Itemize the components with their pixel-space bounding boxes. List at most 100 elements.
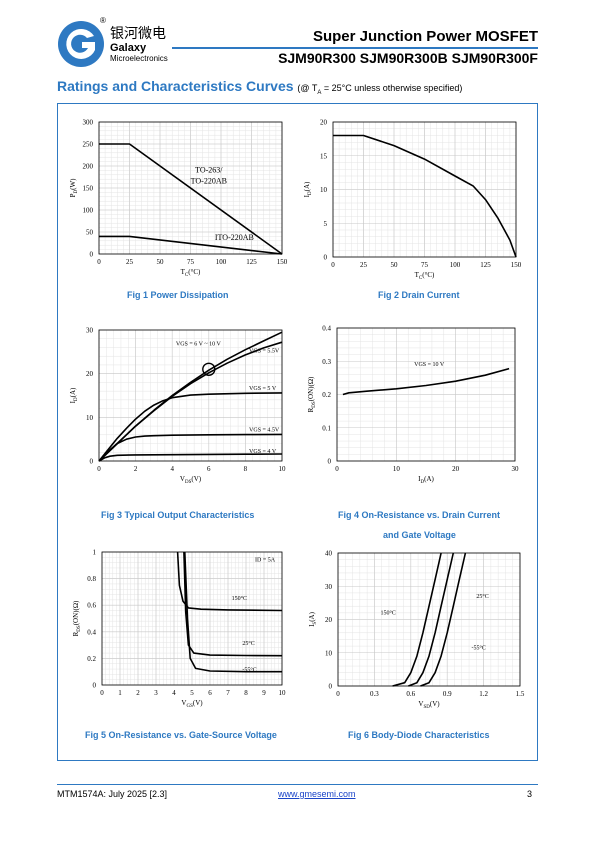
y-tick-label: 30: [325, 583, 333, 591]
x-tick-label: 8: [244, 689, 248, 697]
x-tick-label: 25: [360, 261, 368, 269]
y-tick-label: 0.8: [87, 575, 96, 583]
y-axis-label: RDS(ON)(Ω): [307, 376, 317, 412]
section-title-text: Ratings and Characteristics Curves: [57, 78, 294, 94]
x-axis-label: VSD(V): [418, 700, 440, 710]
series-line: [392, 552, 442, 687]
document-id: MTM1574A: July 2025 [2.3]: [57, 789, 168, 799]
plot-area: [336, 327, 516, 462]
annotation-label: -55°C: [242, 667, 256, 674]
section-title: Ratings and Characteristics Curves (@ TA…: [57, 78, 462, 96]
brand-subtitle: Microelectronics: [110, 54, 168, 63]
plot-area: [337, 552, 521, 687]
x-tick-label: 25: [126, 258, 134, 266]
series-line: [176, 551, 283, 612]
x-tick-label: 20: [452, 465, 460, 473]
x-tick-label: 150: [511, 261, 522, 269]
y-tick-label: 0: [93, 682, 97, 690]
section-condition: (@ TA = 25°C unless otherwise specified): [297, 83, 463, 96]
x-tick-label: 50: [391, 261, 399, 269]
y-tick-label: 100: [83, 207, 94, 215]
footer-divider: [57, 784, 538, 785]
fig4-caption: Fig 4 On-Resistance vs. Drain Current: [338, 510, 501, 520]
galaxy-logo-icon: [58, 21, 104, 67]
x-tick-label: 1.2: [479, 690, 488, 698]
annotation-label: VGS = 4 V: [249, 449, 277, 455]
y-tick-label: 10: [320, 186, 328, 194]
x-tick-label: 0: [97, 258, 101, 266]
brand-name: Galaxy: [110, 42, 147, 54]
x-tick-label: 0: [335, 465, 339, 473]
y-axis-label: RDS(ON)(Ω): [72, 600, 82, 636]
on-resistance-vs-gate-voltage-chart: 0 1 2 3 4 5 6 7 8 9 10 0 0.2 0.4 0.6 0.8 1 VGS(V) RDS(ON)(…: [72, 549, 287, 710]
y-tick-label: 0: [90, 251, 94, 259]
x-axis-label: TC(°C): [181, 268, 201, 278]
on-resistance-vs-drain-current-chart: 0 10 20 30 0 0.1 0.2 0.3 0.4 ID(A) RDS(ON)(Ω) VGS =…: [307, 325, 520, 486]
y-axis-label: IS(A): [308, 611, 318, 627]
y-axis-label: PD(W): [69, 178, 79, 197]
fig1-caption: Fig 1 Power Dissipation: [127, 290, 229, 300]
x-tick-label: 1: [118, 689, 122, 697]
plot-area: [332, 121, 517, 258]
x-tick-label: 50: [157, 258, 165, 266]
y-tick-label: 150: [83, 185, 94, 193]
y-tick-label: 15: [320, 152, 328, 160]
annotation-label: TO-263/: [195, 166, 223, 175]
page-number: 3: [527, 789, 533, 799]
annotation-label: VGS = 10 V: [414, 362, 445, 368]
annotation-label: 150°C: [232, 595, 247, 602]
header-divider: [172, 47, 538, 49]
series-line: [99, 235, 283, 255]
x-tick-label: 75: [187, 258, 195, 266]
series-line: [98, 453, 283, 462]
x-tick-label: 0.3: [370, 690, 379, 698]
x-tick-label: 9: [262, 689, 266, 697]
y-tick-label: 0: [329, 683, 333, 691]
fig2-caption: Fig 2 Drain Current: [378, 290, 460, 300]
website-link[interactable]: www.gmesemi.com: [278, 789, 356, 799]
y-tick-label: 1: [93, 549, 97, 557]
annotation-label: VGS = 6 V ~ 10 V: [176, 341, 222, 347]
series-line: [99, 143, 283, 255]
output-characteristics-chart: 0 2 4 6 8 10 0 10 20 30 VDS(V) ID(A) VGS = 6 V ~ 10 …: [69, 327, 287, 486]
x-axis-label: TC(°C): [415, 271, 435, 281]
y-tick-label: 0.4: [322, 325, 331, 333]
x-tick-label: 0: [336, 690, 340, 698]
part-numbers: SJM90R300 SJM90R300B SJM90R300F: [278, 50, 538, 66]
annotation-label: 25°C: [476, 593, 488, 600]
fig5-caption: Fig 5 On-Resistance vs. Gate-Source Volt…: [85, 730, 277, 740]
annotation-label: ID = 5A: [255, 557, 276, 563]
plot-area: [101, 551, 283, 686]
y-tick-label: 40: [325, 550, 333, 558]
x-tick-label: 6: [208, 689, 212, 697]
annotation-label: TO-220AB: [191, 177, 227, 186]
x-tick-label: 125: [480, 261, 491, 269]
y-tick-label: 10: [86, 414, 94, 422]
x-tick-label: 0: [97, 465, 101, 473]
annotation-label: -55°C: [471, 644, 485, 651]
fig3-caption: Fig 3 Typical Output Characteristics: [101, 510, 255, 520]
series-line: [98, 341, 283, 462]
y-tick-label: 10: [325, 649, 333, 657]
x-tick-label: 1.5: [516, 690, 525, 698]
x-tick-label: 6: [207, 465, 211, 473]
x-tick-label: 5: [190, 689, 194, 697]
annotation-label: 25°C: [242, 640, 254, 647]
x-tick-label: 125: [246, 258, 257, 266]
x-tick-label: 100: [216, 258, 227, 266]
series-line: [333, 134, 517, 258]
y-tick-label: 0: [324, 254, 328, 262]
plot-area: [98, 121, 283, 255]
y-tick-label: 0.2: [87, 655, 96, 663]
y-axis-label: ID(A): [69, 387, 79, 403]
x-tick-label: 10: [279, 465, 287, 473]
series-line: [420, 552, 467, 687]
x-tick-label: 10: [279, 689, 287, 697]
x-tick-label: 30: [512, 465, 520, 473]
x-tick-label: 4: [170, 465, 174, 473]
annotation-label: VGS = 5.5V: [249, 349, 280, 355]
x-tick-label: 100: [450, 261, 461, 269]
x-tick-label: 0: [100, 689, 104, 697]
brand-name-chinese: 银河微电: [110, 26, 166, 42]
series-line: [184, 551, 282, 673]
